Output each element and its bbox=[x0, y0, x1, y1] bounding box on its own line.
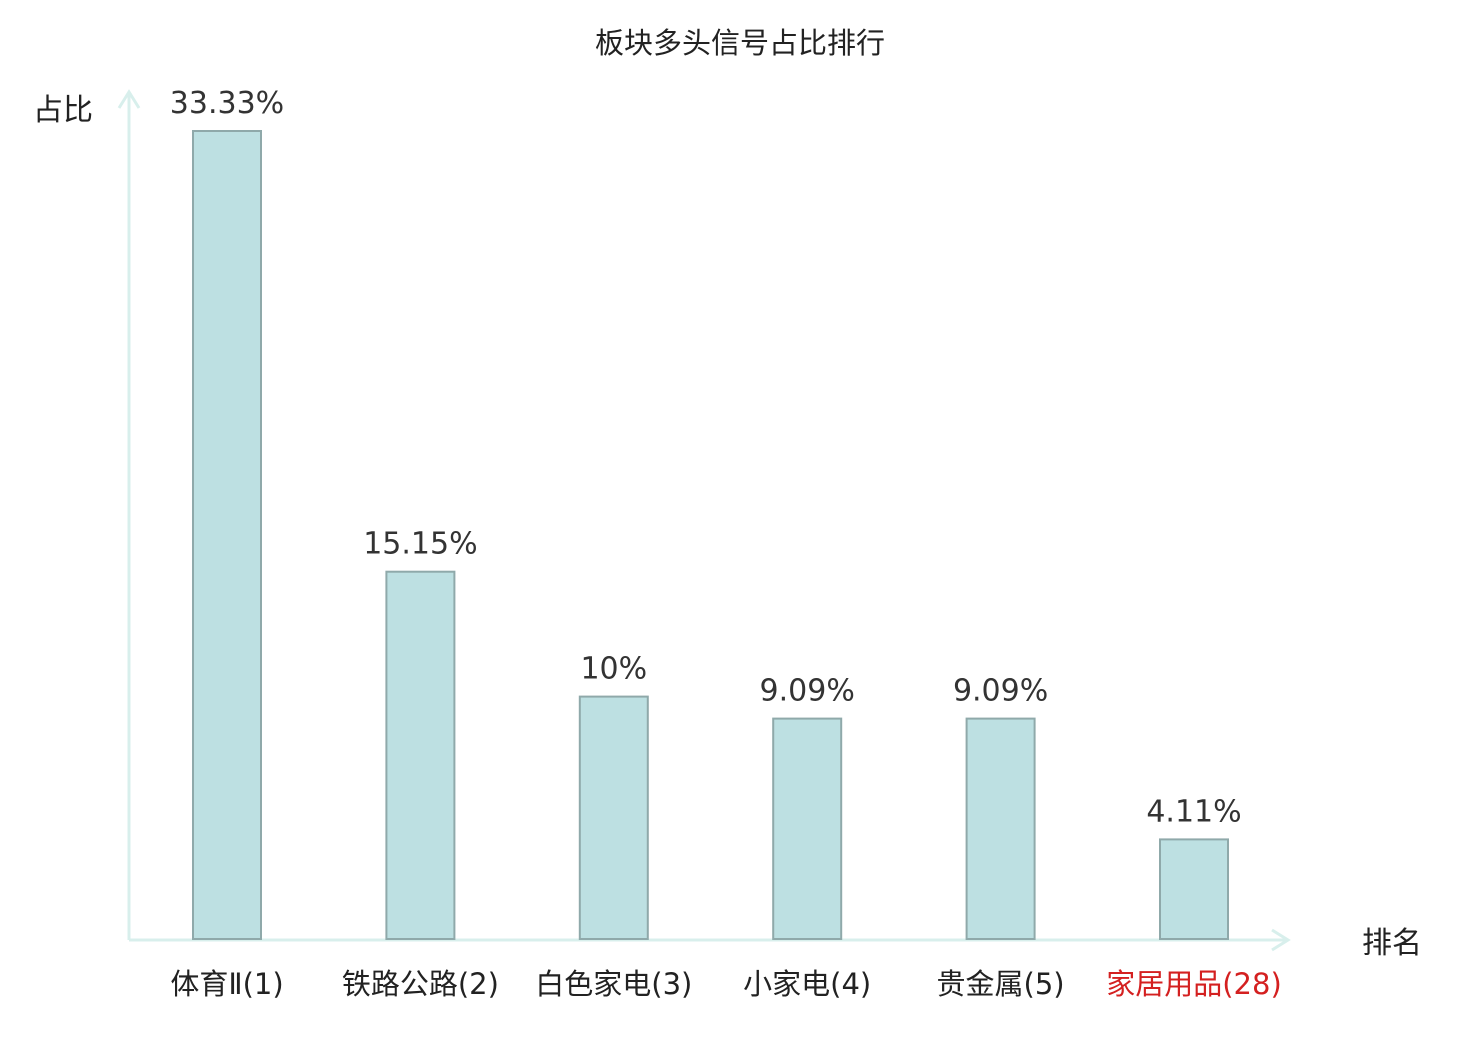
category-name: 体育Ⅱ bbox=[170, 967, 242, 1001]
category-label: 小家电(4) bbox=[743, 967, 871, 1001]
x-axis-arrowhead bbox=[1271, 928, 1291, 952]
category-rank: (5) bbox=[1024, 967, 1065, 1001]
category-labels-group: 体育Ⅱ(1) 铁路公路(2) 白色家电(3) 小家电(4) 贵金属(5) 家居用品(28) bbox=[170, 967, 1281, 1001]
category-rank: (28) bbox=[1222, 967, 1282, 1001]
category-label: 体育Ⅱ(1) bbox=[170, 967, 283, 1001]
category-rank: (3) bbox=[651, 967, 692, 1001]
value-labels-group: 33.33% 15.15% 10% 9.09% 9.09% 4.11% bbox=[170, 86, 1242, 829]
category-name: 小家电 bbox=[743, 967, 830, 1001]
bar-value-label: 9.09% bbox=[953, 674, 1048, 709]
category-label: 白色家电(3) bbox=[535, 967, 692, 1001]
axes bbox=[117, 89, 1291, 952]
bar bbox=[192, 130, 262, 940]
bars-group bbox=[192, 130, 1229, 941]
bar bbox=[1159, 838, 1229, 941]
bar bbox=[772, 717, 843, 940]
category-name: 贵金属 bbox=[937, 967, 1024, 1001]
category-rank: (2) bbox=[458, 967, 499, 1001]
bar bbox=[965, 717, 1036, 940]
bar bbox=[385, 570, 456, 940]
category-label: 家居用品(28) bbox=[1106, 967, 1282, 1001]
bar-value-label: 33.33% bbox=[170, 86, 284, 121]
y-axis-arrowhead bbox=[117, 89, 141, 109]
bar-value-label: 10% bbox=[580, 652, 647, 687]
category-label: 贵金属(5) bbox=[937, 967, 1065, 1001]
category-rank: (1) bbox=[243, 967, 284, 1001]
category-name: 白色家电 bbox=[535, 967, 651, 1001]
bar-value-label: 15.15% bbox=[363, 527, 477, 562]
x-axis-label: 排名 bbox=[1362, 926, 1422, 961]
chart-title: 板块多头信号占比排行 bbox=[595, 26, 885, 60]
bar-value-label: 4.11% bbox=[1146, 794, 1241, 829]
category-rank: (4) bbox=[830, 967, 871, 1001]
category-name: 铁路公路 bbox=[342, 967, 458, 1001]
y-axis-label: 占比 bbox=[33, 93, 93, 128]
category-name: 家居用品 bbox=[1106, 967, 1222, 1001]
category-label: 铁路公路(2) bbox=[342, 967, 499, 1001]
bar bbox=[578, 695, 649, 940]
bar-value-label: 9.09% bbox=[760, 674, 855, 709]
